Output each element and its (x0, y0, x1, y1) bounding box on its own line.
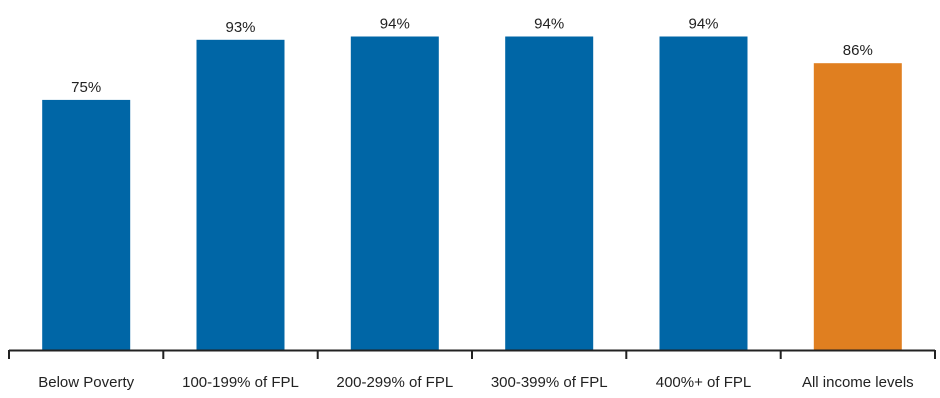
value-labels-layer: 75% 93% 94% 94% 94% 86% (71, 16, 873, 96)
category-label-5: 400%+ of FPL (656, 374, 751, 391)
data-label-5: 94% (688, 16, 718, 33)
data-label-4: 94% (534, 16, 564, 33)
category-label-2: 100-199% of FPL (182, 374, 299, 391)
bar-1 (42, 99, 131, 351)
data-label-1: 75% (71, 79, 101, 96)
bar-6 (813, 63, 902, 350)
category-label-6: All income levels (802, 374, 914, 391)
category-label-4: 300-399% of FPL (491, 374, 608, 391)
bar-4 (505, 36, 594, 350)
category-label-3: 200-299% of FPL (336, 374, 453, 391)
bars-layer (42, 36, 902, 351)
data-label-3: 94% (380, 16, 410, 33)
category-labels-layer: Below Poverty 100-199% of FPL 200-299% of … (38, 374, 913, 391)
x-axis (8, 349, 936, 359)
data-label-6: 86% (843, 42, 873, 59)
bar-2 (196, 39, 285, 351)
bar-3 (350, 36, 439, 350)
bar-5 (659, 36, 748, 350)
data-label-2: 93% (225, 19, 255, 36)
category-label-1: Below Poverty (38, 374, 134, 391)
